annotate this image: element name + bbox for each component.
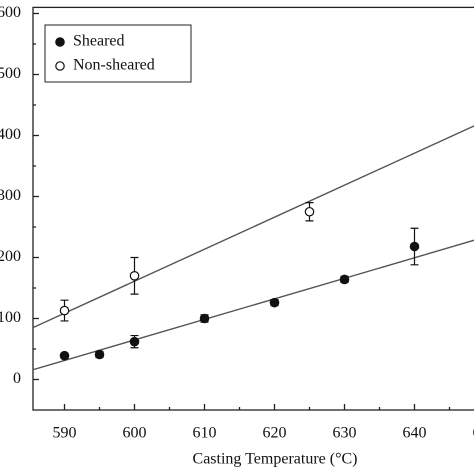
y-tick-label: 500: [0, 65, 21, 82]
legend-box: [44, 24, 192, 83]
legend-marker: [55, 37, 65, 47]
marker: [59, 350, 70, 361]
legend-marker: [55, 61, 65, 71]
marker: [339, 274, 350, 285]
fit-line: [33, 239, 474, 371]
x-tick-label: 610: [193, 425, 217, 442]
x-axis-label: Casting Temperature (°C): [193, 451, 358, 468]
marker: [129, 336, 140, 347]
x-tick-label: 630: [333, 425, 357, 442]
y-tick-label: 300: [0, 187, 21, 204]
y-tick-label: 600: [0, 4, 21, 21]
marker: [269, 297, 280, 308]
legend-label: Non-sheared: [73, 57, 155, 74]
marker: [59, 305, 70, 316]
x-tick-label: 600: [123, 425, 147, 442]
y-tick-label: 100: [0, 309, 21, 326]
x-tick-label: 640: [403, 425, 427, 442]
marker: [409, 241, 420, 252]
y-tick-label: 0: [13, 370, 21, 387]
fit-line: [33, 125, 474, 329]
x-tick-label: 650: [473, 425, 474, 442]
marker: [94, 349, 105, 360]
marker: [129, 270, 140, 281]
y-tick-label: 400: [0, 126, 21, 143]
marker: [304, 206, 315, 217]
legend-label: Sheared: [73, 33, 125, 50]
plot-frame: [32, 6, 474, 411]
x-tick-label: 590: [53, 425, 77, 442]
y-tick-label: 200: [0, 248, 21, 265]
marker: [199, 313, 210, 324]
x-tick-label: 620: [263, 425, 287, 442]
